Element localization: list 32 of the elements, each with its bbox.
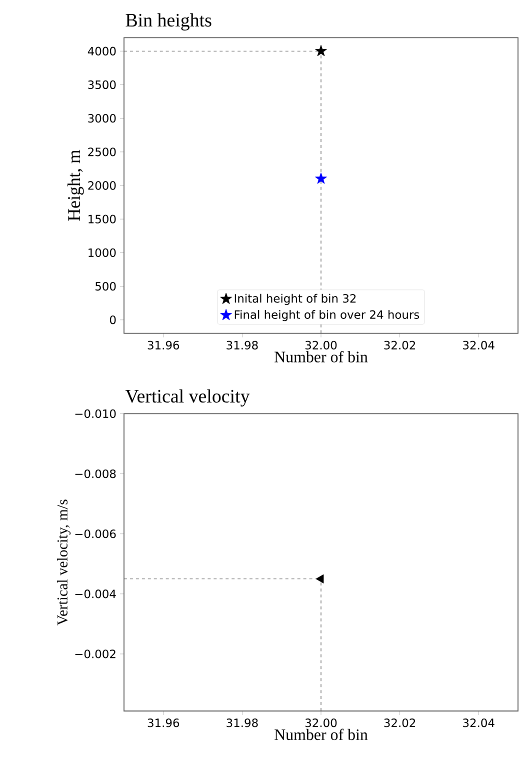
chart-title: Bin heights: [126, 13, 212, 31]
x-tick-label: 31.96: [148, 718, 180, 728]
x-tick-label: 32.02: [384, 718, 416, 728]
y-tick-label: −0.010: [75, 409, 116, 418]
y-tick-label: −0.006: [75, 530, 116, 538]
y-tick-label: 500: [96, 282, 116, 291]
y-tick-label: −0.002: [75, 650, 116, 658]
x-tick-label: 32.02: [384, 340, 416, 350]
x-tick-label: 32.04: [463, 718, 494, 728]
y-tick-label: 2500: [88, 148, 116, 156]
y-axis-title: Height, m: [67, 150, 84, 221]
x-tick-label: 32.00: [305, 718, 337, 728]
chart-title: Vertical velocity: [125, 389, 250, 407]
y-tick-label: −0.004: [75, 590, 116, 598]
y-tick-label: 4000: [88, 46, 116, 56]
x-tick-label: 31.98: [226, 340, 258, 350]
x-axis-title: Number of bin: [274, 728, 368, 740]
y-axis-title: Vertical velocity, m/s: [56, 500, 71, 626]
y-tick-label: 3000: [88, 114, 116, 123]
y-tick-label: 2000: [88, 181, 116, 190]
x-tick-label: 31.96: [148, 340, 180, 350]
y-tick-label: 0: [110, 316, 116, 324]
x-tick-label: 31.98: [226, 718, 258, 728]
x-tick-label: 32.04: [463, 340, 494, 350]
legend-label: Inital height of bin 32: [234, 294, 356, 305]
y-tick-label: 3500: [88, 80, 116, 90]
legend-label: Final height of bin over 24 hours: [234, 310, 420, 322]
y-tick-label: −0.008: [75, 469, 116, 478]
y-tick-label: 1000: [88, 248, 116, 258]
x-tick-label: 32.00: [305, 340, 337, 350]
y-tick-label: 1500: [88, 214, 116, 224]
x-axis-title: Number of bin: [274, 351, 368, 362]
